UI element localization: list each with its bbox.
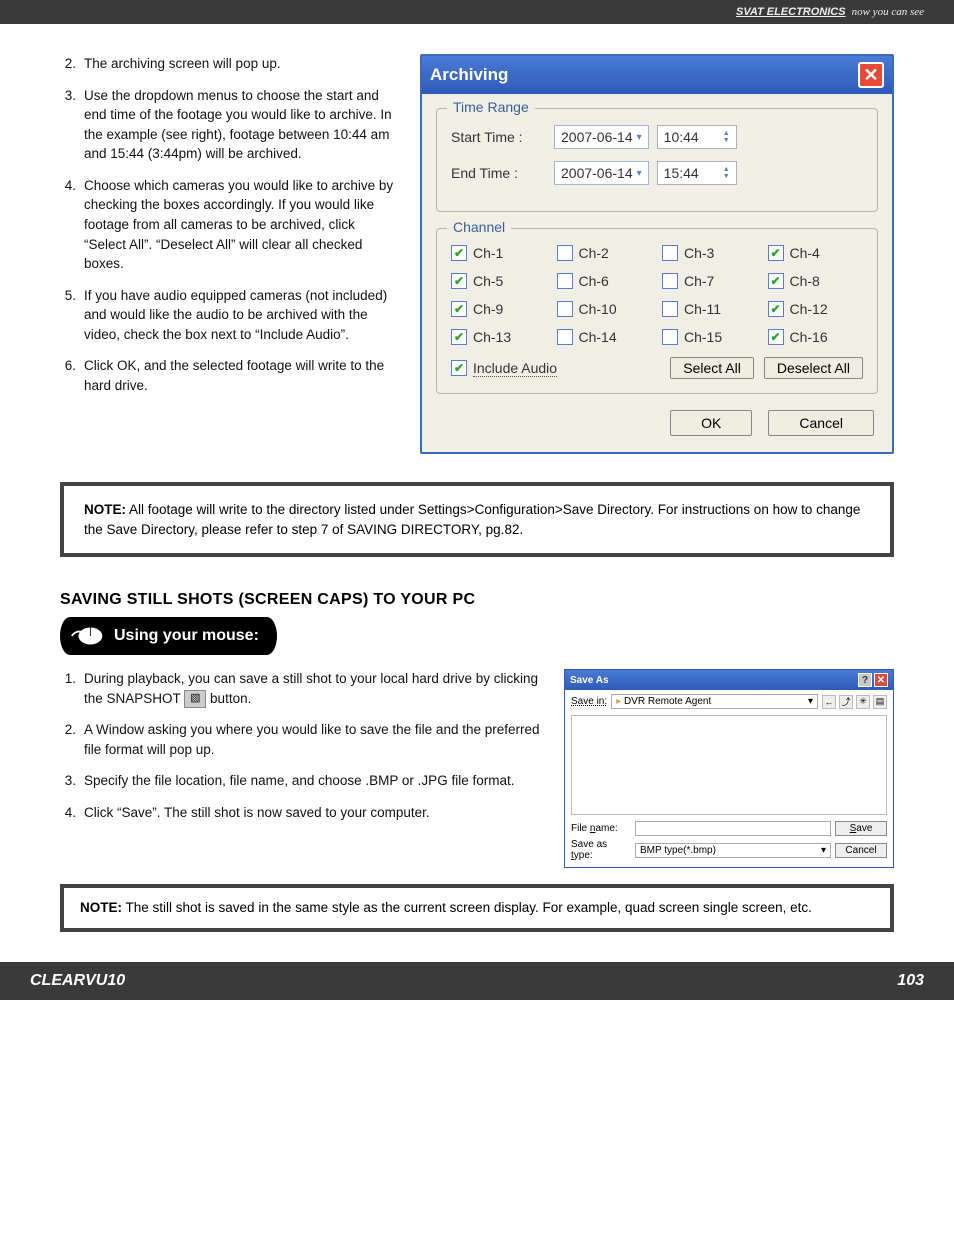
- chevron-down-icon: ▼: [723, 173, 730, 180]
- time-range-legend: Time Range: [447, 99, 535, 115]
- views-icon[interactable]: ▤: [873, 695, 887, 709]
- note-box-1: NOTE: All footage will write to the dire…: [60, 482, 894, 557]
- mouse-icon: [70, 623, 104, 649]
- list-item: 2.The archiving screen will pop up.: [60, 54, 400, 74]
- channel-checkbox[interactable]: ✔Ch-8: [768, 273, 864, 289]
- end-time-label: End Time :: [451, 165, 546, 181]
- save-button[interactable]: Save: [835, 821, 887, 836]
- list-item: 3.Specify the file location, file name, …: [60, 771, 550, 791]
- channel-checkbox[interactable]: Ch-10: [557, 301, 653, 317]
- savein-dropdown[interactable]: ▸ DVR Remote Agent ▾: [611, 694, 818, 709]
- close-icon[interactable]: ✕: [858, 62, 884, 88]
- chevron-down-icon: ▾: [637, 132, 642, 143]
- channel-checkbox[interactable]: ✔Ch-13: [451, 329, 547, 345]
- channel-checkbox[interactable]: ✔Ch-4: [768, 245, 864, 261]
- saveastype-label: Save as type:: [571, 839, 631, 861]
- end-time-spinner[interactable]: 15:44▲▼: [657, 161, 737, 185]
- chevron-down-icon: ▼: [723, 137, 730, 144]
- channel-checkbox[interactable]: ✔Ch-9: [451, 301, 547, 317]
- channel-checkbox[interactable]: Ch-6: [557, 273, 653, 289]
- list-item: 2.A Window asking you where you would li…: [60, 720, 550, 759]
- filename-label: File name:: [571, 823, 631, 834]
- using-mouse-label: Using your mouse:: [114, 627, 259, 645]
- channel-checkbox[interactable]: ✔Ch-16: [768, 329, 864, 345]
- list-item: 4.Click “Save”. The still shot is now sa…: [60, 803, 550, 823]
- chevron-down-icon: ▾: [637, 168, 642, 179]
- cancel-button[interactable]: Cancel: [768, 410, 874, 436]
- snapshot-icon: ▧: [184, 690, 206, 708]
- channel-fieldset: Channel ✔Ch-1Ch-2Ch-3✔Ch-4✔Ch-5Ch-6Ch-7✔…: [436, 228, 878, 394]
- channel-checkbox[interactable]: Ch-7: [662, 273, 758, 289]
- note-lead: NOTE:: [84, 502, 126, 517]
- include-audio-label: Include Audio: [473, 360, 557, 377]
- saving-steps: 1.During playback, you can save a still …: [60, 669, 550, 822]
- page-footer: CLEARVU10 103: [0, 962, 954, 1000]
- footer-page: 103: [897, 972, 924, 990]
- saveastype-dropdown[interactable]: BMP type(*.bmp)▾: [635, 843, 831, 858]
- chevron-down-icon: ▾: [821, 845, 826, 856]
- time-range-fieldset: Time Range Start Time : 2007-06-14▾ 10:4…: [436, 108, 878, 212]
- channel-checkbox[interactable]: ✔Ch-12: [768, 301, 864, 317]
- list-item: 6.Click OK, and the selected footage wil…: [60, 356, 400, 395]
- back-icon[interactable]: ←: [822, 695, 836, 709]
- channel-checkbox[interactable]: Ch-15: [662, 329, 758, 345]
- channel-checkbox[interactable]: Ch-11: [662, 301, 758, 317]
- channel-checkbox[interactable]: Ch-2: [557, 245, 653, 261]
- deselect-all-button[interactable]: Deselect All: [764, 357, 863, 379]
- start-time-spinner[interactable]: 10:44▲▼: [657, 125, 737, 149]
- help-icon[interactable]: ?: [858, 673, 872, 687]
- select-all-button[interactable]: Select All: [670, 357, 754, 379]
- close-icon[interactable]: ✕: [874, 673, 888, 687]
- filename-input[interactable]: [635, 821, 831, 836]
- saveas-title: Save As: [570, 675, 609, 686]
- dialog-title: Archiving: [430, 65, 508, 85]
- up-folder-icon[interactable]: ⤴: [839, 695, 853, 709]
- note-lead: NOTE:: [80, 900, 122, 915]
- saveas-cancel-button[interactable]: Cancel: [835, 843, 887, 858]
- page-header-bar: SVAT ELECTRONICS now you can see: [0, 0, 954, 24]
- dialog-titlebar: Archiving ✕: [422, 56, 892, 94]
- saveas-file-list[interactable]: [571, 715, 887, 815]
- note-text: All footage will write to the directory …: [84, 502, 860, 537]
- include-audio-checkbox[interactable]: ✔ Include Audio: [451, 360, 557, 377]
- chevron-down-icon: ▾: [808, 696, 813, 707]
- archiving-dialog: Archiving ✕ Time Range Start Time : 2007…: [420, 54, 894, 454]
- save-as-dialog: Save As ? ✕ Save in: ▸ DVR Remote Agent …: [564, 669, 894, 868]
- archiving-steps: 2.The archiving screen will pop up. 3.Use…: [60, 54, 400, 395]
- chevron-up-icon: ▲: [723, 166, 730, 173]
- ok-button[interactable]: OK: [670, 410, 752, 436]
- footer-model: CLEARVU10: [30, 972, 125, 990]
- using-mouse-badge: Using your mouse:: [60, 617, 277, 655]
- list-item: 1.During playback, you can save a still …: [60, 669, 550, 708]
- channel-checkbox[interactable]: Ch-3: [662, 245, 758, 261]
- note-text: The still shot is saved in the same styl…: [126, 900, 812, 915]
- new-folder-icon[interactable]: ✳: [856, 695, 870, 709]
- channel-checkbox[interactable]: Ch-14: [557, 329, 653, 345]
- list-item: 3.Use the dropdown menus to choose the s…: [60, 86, 400, 164]
- start-date-dropdown[interactable]: 2007-06-14▾: [554, 125, 649, 149]
- list-item: 5.If you have audio equipped cameras (no…: [60, 286, 400, 345]
- savein-label: Save in:: [571, 696, 607, 707]
- list-item: 4.Choose which cameras you would like to…: [60, 176, 400, 274]
- note-box-2: NOTE: The still shot is saved in the sam…: [60, 884, 894, 932]
- channel-legend: Channel: [447, 219, 511, 235]
- end-date-dropdown[interactable]: 2007-06-14▾: [554, 161, 649, 185]
- start-time-label: Start Time :: [451, 129, 546, 145]
- brand-name: SVAT ELECTRONICS: [736, 6, 846, 18]
- brand-tagline: now you can see: [852, 6, 924, 18]
- saveas-titlebar: Save As ? ✕: [565, 670, 893, 690]
- section-title-saving: SAVING STILL SHOTS (SCREEN CAPS) TO YOUR…: [60, 591, 894, 609]
- chevron-up-icon: ▲: [723, 130, 730, 137]
- channel-checkbox[interactable]: ✔Ch-5: [451, 273, 547, 289]
- channel-checkbox[interactable]: ✔Ch-1: [451, 245, 547, 261]
